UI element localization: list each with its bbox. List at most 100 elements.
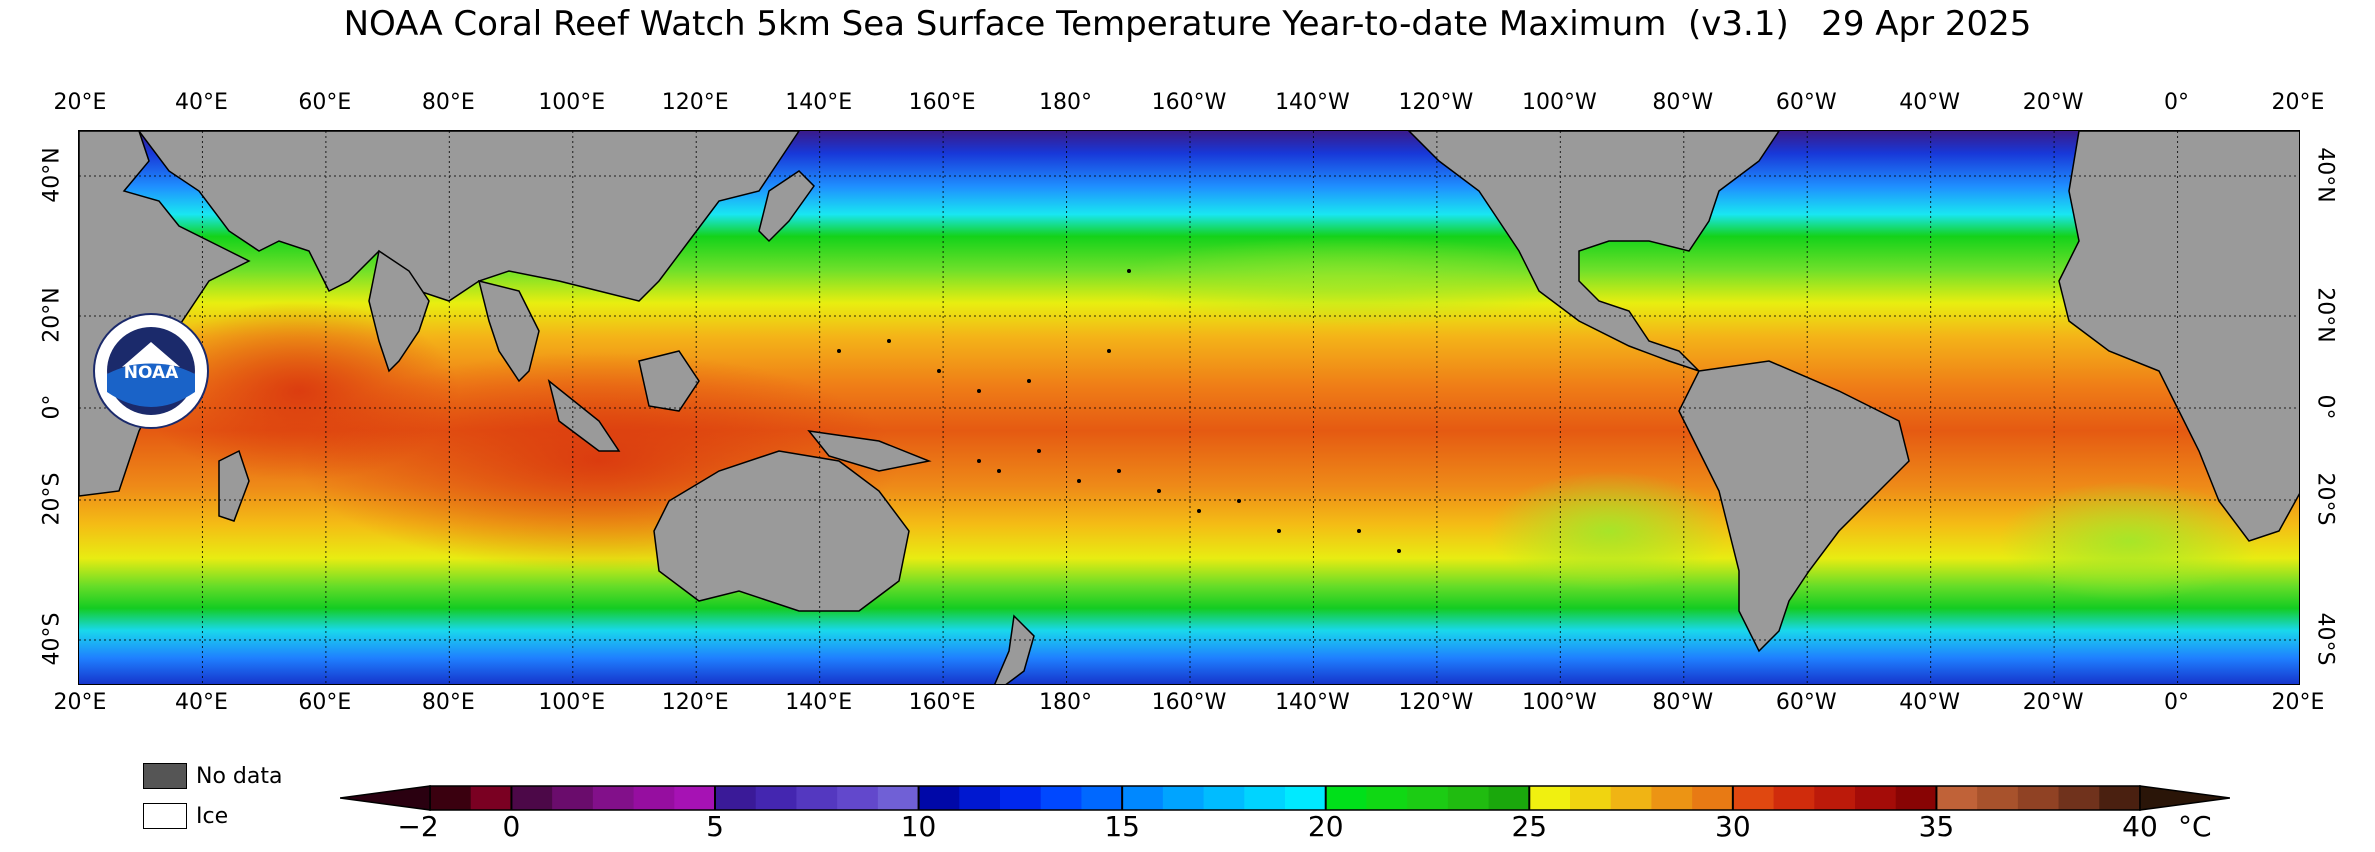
se-pacific-cool-area [1489,471,1729,591]
top-longitude-label: 60°E [298,90,352,115]
top-longitude-label: 140°E [785,90,853,115]
colorbar-segment [1000,786,1042,810]
top-longitude-label: 80°E [421,90,475,115]
colorbar-min-extend [340,785,431,811]
japan [758,170,815,243]
right-latitude-label: 0° [2312,394,2338,420]
colorbar-segment [1651,786,1693,810]
colorbar-segment [633,786,675,810]
se-atlantic-cool-area [1999,481,2259,601]
colorbar-segment [1895,786,1937,810]
bottom-longitude-label: 160°W [1151,690,1227,715]
colorbar-segment [674,786,716,810]
colorbar-segment [552,786,594,810]
right-latitude-label: 20°N [2312,287,2338,343]
top-longitude-label: 60°W [1775,90,1837,115]
bottom-longitude-label: 60°W [1775,690,1837,715]
australia [653,450,910,612]
no-data-swatch [143,763,187,789]
top-longitude-label: 100°W [1521,90,1597,115]
colorbar-unit: °C [2178,810,2212,843]
colorbar-tick-label: −2 [397,810,439,843]
colorbar-segment [1814,786,1856,810]
bottom-longitude-label: 80°W [1652,690,1714,715]
colorbar-segment [1692,786,1734,810]
ice-label: Ice [196,804,229,829]
bottom-longitude-label: 160°E [908,690,976,715]
india [368,249,430,373]
colorbar-segment [877,786,920,810]
top-longitude-label: 140°W [1275,90,1350,115]
colorbar-segment [1285,786,1327,810]
north-america [1407,131,1780,372]
colorbar-tick-label: 0 [502,810,521,843]
colorbar-segment [1570,786,1612,810]
right-latitude-label: 40°N [2312,147,2338,203]
colorbar-segment [1162,786,1205,810]
colorbar-tick-label: 25 [1511,810,1548,843]
top-longitude-label: 160°E [908,90,976,115]
colorbar-segment [755,786,797,810]
land-masses [79,131,2299,684]
colorbar-segment [1407,786,1449,810]
top-longitude-label: 40°E [174,90,228,115]
colorbar-segment [2058,786,2100,810]
left-latitude-label: 40°N [39,147,65,203]
colorbar-segment [796,786,838,810]
colorbar [340,785,2230,811]
sst-map-svg [79,131,2299,684]
africa-west [2058,131,2299,542]
colorbar-segment [430,786,472,810]
colorbar-segment [1325,786,1367,810]
bottom-longitude-label: 100°E [538,690,606,715]
borneo [638,350,700,412]
top-longitude-label: 20°E [53,90,107,115]
colorbar-segment [1936,786,1978,810]
sst-map [78,130,2300,685]
colorbar-segment [1977,786,2019,810]
bottom-longitude-label: 120°E [661,690,729,715]
colorbar-tick-label: 35 [1918,810,1955,843]
colorbar-segment [1732,786,1775,810]
ne-pacific-cool-area [1119,236,1579,326]
ice-swatch [143,803,187,829]
no-data-label: No data [196,764,283,789]
left-latitude-label: 20°N [39,287,65,343]
bottom-longitude-label: 40°W [1899,690,1961,715]
bottom-longitude-label: 20°W [2022,690,2084,715]
colorbar-segment [1488,786,1530,810]
colorbar-segment [1040,786,1082,810]
top-longitude-label: 80°W [1652,90,1714,115]
colorbar-tick-label: 30 [1715,810,1751,843]
bottom-longitude-label: 80°E [421,690,475,715]
colorbar-segment [1081,786,1123,810]
top-longitude-label: 100°E [538,90,606,115]
new-guinea [807,429,932,472]
top-longitude-label: 120°E [661,90,729,115]
sumatra [547,379,621,452]
bottom-longitude-label: 100°W [1521,690,1597,715]
indian-ocean-warm-area [139,301,459,481]
top-longitude-label: 20°E [2271,90,2325,115]
colorbar-segment [837,786,879,810]
colorbar-segment [1447,786,1490,810]
colorbar-tick-label: 20 [1307,810,1344,843]
noaa-logo: NOAA [93,313,209,429]
colorbar-segment [1610,786,1652,810]
colorbar-segment [1244,786,1286,810]
colorbar-segment [2099,786,2141,810]
madagascar [218,449,250,522]
colorbar-segment [2017,786,2060,810]
colorbar-tick-label: 40 [2122,810,2158,843]
top-longitude-label: 120°W [1398,90,1474,115]
indochina [477,279,540,383]
bottom-longitude-label: 40°E [174,690,228,715]
colorbar-segment [959,786,1001,810]
south-america [1678,360,1910,653]
colorbar-segment [592,786,635,810]
colorbar-segment [715,786,757,810]
pacific-islands [837,269,1401,553]
left-latitude-label: 0° [39,394,65,420]
colorbar-segment [511,786,553,810]
top-longitude-label: 160°W [1151,90,1227,115]
